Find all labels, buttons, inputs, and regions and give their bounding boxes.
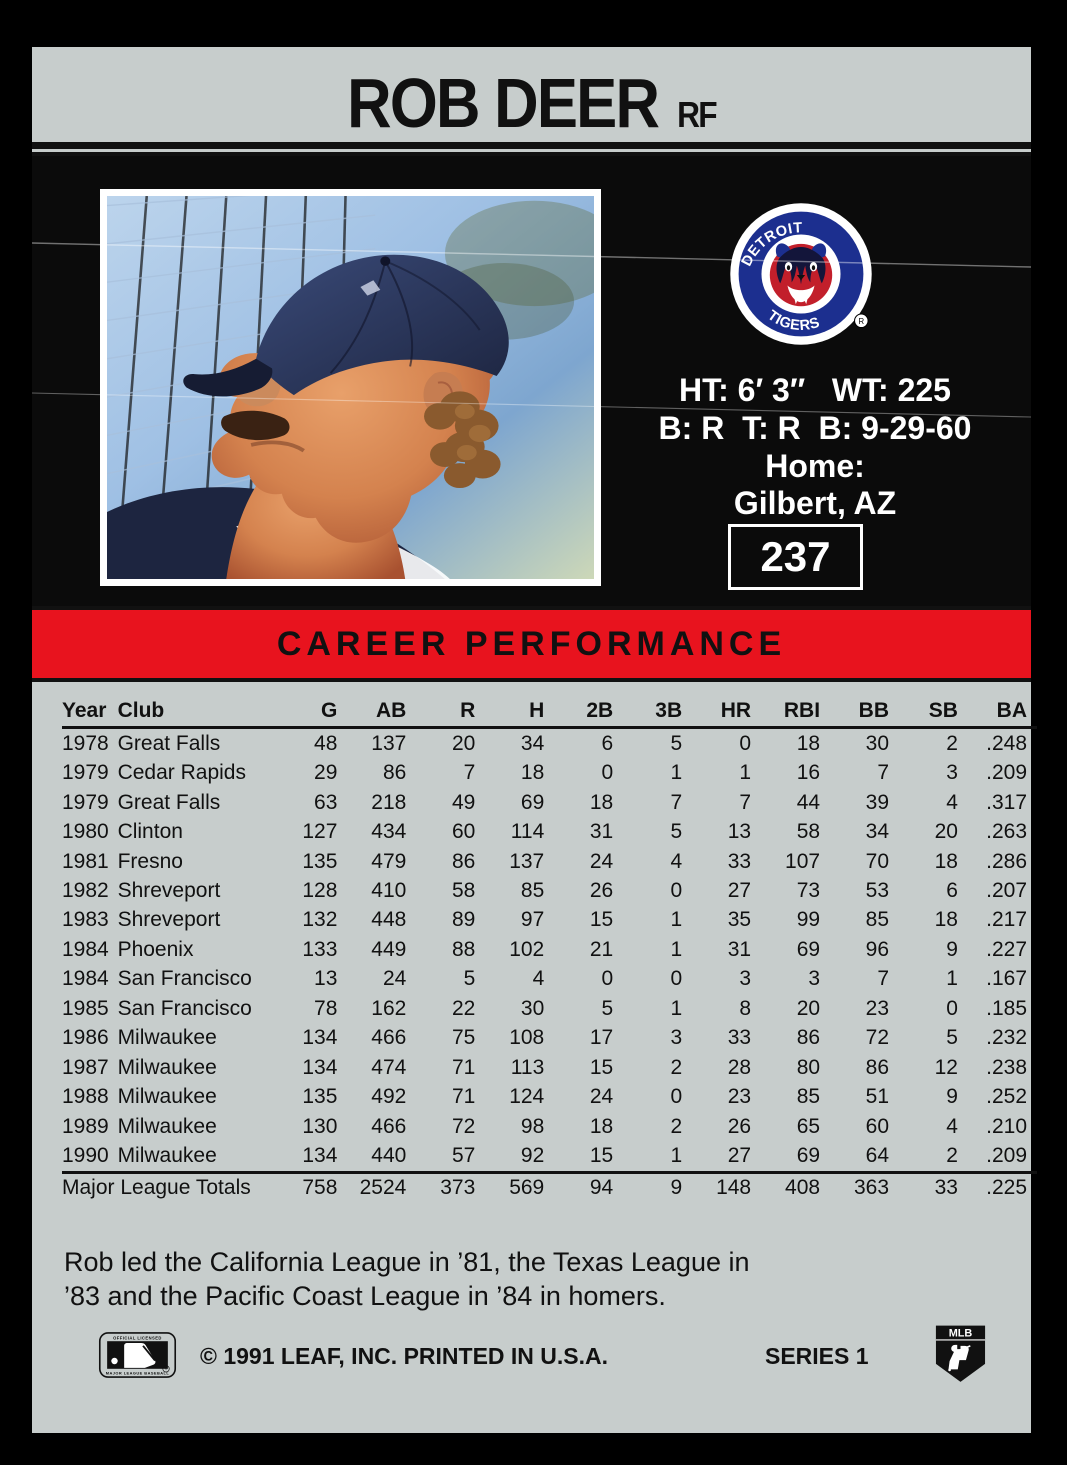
- svg-text:MAJOR LEAGUE BASEBALL: MAJOR LEAGUE BASEBALL: [106, 1370, 170, 1375]
- svg-text:OFFICIAL LICENSED: OFFICIAL LICENSED: [113, 1335, 162, 1340]
- svg-text:MLB: MLB: [949, 1328, 973, 1340]
- svg-text:R: R: [858, 317, 864, 326]
